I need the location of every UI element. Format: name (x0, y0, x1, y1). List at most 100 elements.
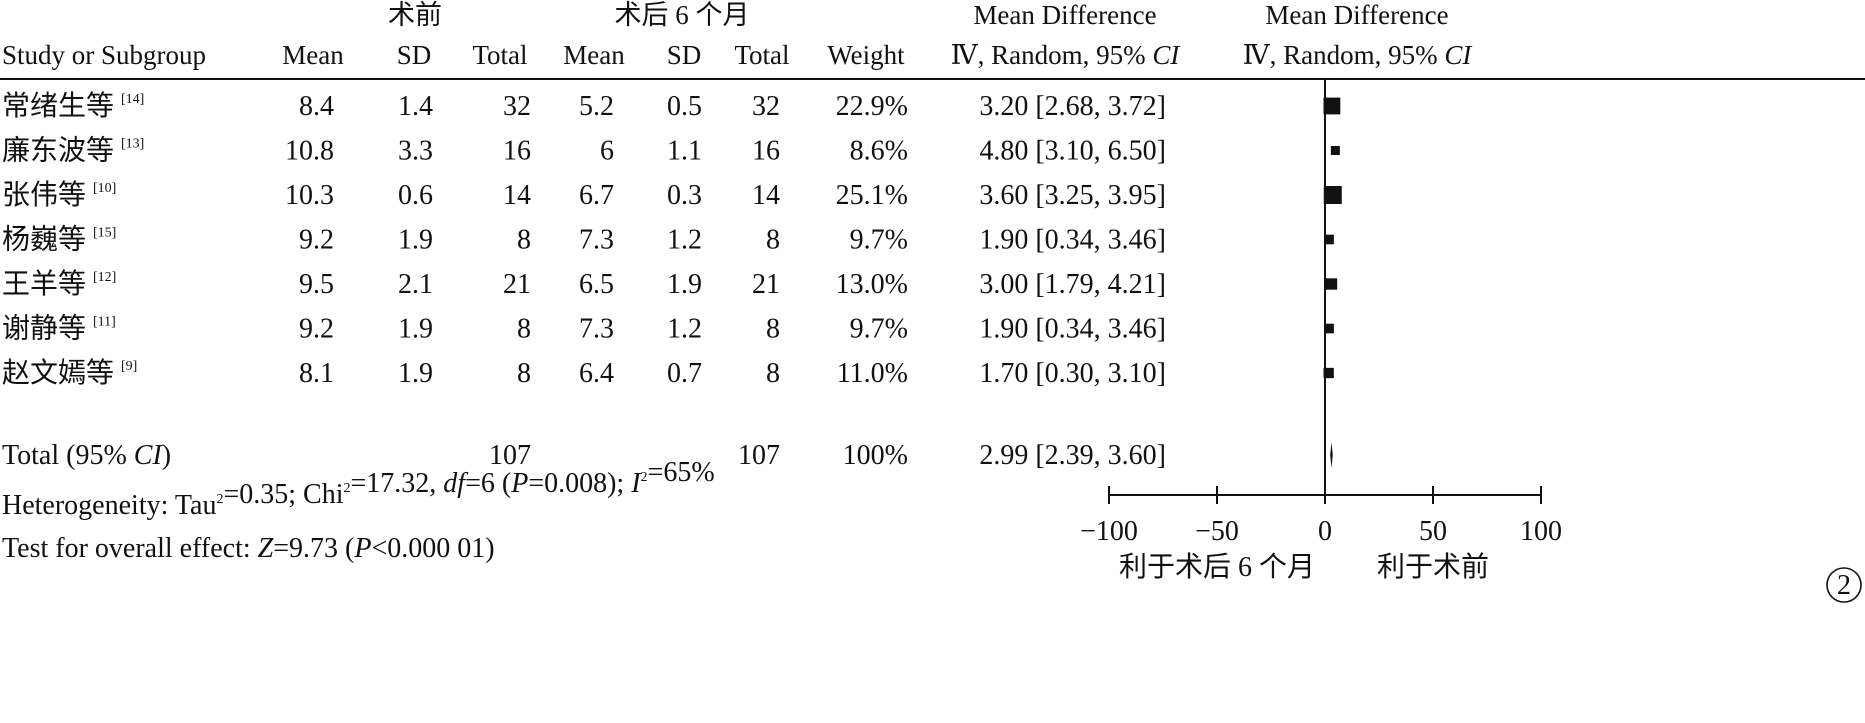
post-total: 14 (752, 180, 780, 211)
favours-right-label: 利于术前 (1377, 551, 1489, 583)
study-estimate-box (1324, 234, 1334, 245)
x-tick-label: −50 (1195, 516, 1239, 547)
pre-mean: 9.5 (299, 269, 334, 300)
post-sd: 0.7 (667, 358, 702, 389)
study-estimate-box (1325, 278, 1338, 290)
study-estimate-box (1324, 323, 1334, 334)
study-name: 赵文嫣等 [9] (2, 357, 137, 389)
header-md-method-2: Ⅳ, Random, 95% CI (1243, 40, 1474, 70)
study-name: 张伟等 [10] (2, 179, 116, 211)
post-total: 16 (752, 136, 780, 167)
total-weight: 100% (843, 440, 908, 471)
pre-total: 21 (503, 269, 531, 300)
post-sd: 1.1 (667, 136, 702, 167)
header-pre-group: 术前 (388, 0, 442, 30)
x-tick-label: −100 (1080, 516, 1138, 547)
header-post-group: 术后 6 个月 (615, 0, 750, 30)
pre-total: 16 (503, 136, 531, 167)
total-pre-n: 107 (489, 440, 531, 471)
post-mean: 6.7 (579, 180, 614, 211)
total-md-ci-text: 2.99 [2.39, 3.60] (979, 440, 1166, 471)
post-mean: 6.5 (579, 269, 614, 300)
post-sd: 1.2 (667, 225, 702, 256)
pre-mean: 10.8 (285, 136, 334, 167)
study-estimate-box (1330, 146, 1340, 155)
pre-sd: 1.9 (398, 314, 433, 345)
header-post-total: Total (734, 40, 789, 70)
md-ci-text: 3.60 [3.25, 3.95] (979, 180, 1166, 211)
study-name: 杨巍等 [15] (2, 224, 116, 256)
pre-total: 14 (503, 180, 531, 211)
x-tick-label: 0 (1318, 516, 1332, 547)
header-post-mean: Mean (563, 40, 625, 70)
total-label: Total (95% CI) (2, 440, 171, 471)
pre-sd: 2.1 (398, 269, 433, 300)
header-weight: Weight (827, 40, 905, 70)
md-ci-text: 1.70 [0.30, 3.10] (979, 358, 1166, 389)
post-mean: 6.4 (579, 358, 614, 389)
pre-sd: 0.6 (398, 180, 433, 211)
pre-sd: 1.9 (398, 225, 433, 256)
pre-total: 8 (517, 225, 531, 256)
weight-value: 11.0% (837, 358, 908, 389)
md-ci-text: 3.20 [2.68, 3.72] (979, 91, 1166, 122)
post-sd: 0.3 (667, 180, 702, 211)
pre-sd: 1.9 (398, 358, 433, 389)
post-mean: 6 (600, 136, 614, 167)
pre-total: 8 (517, 358, 531, 389)
panel-label-circle (1826, 567, 1862, 603)
favours-left-label: 利于术后 6 个月 (1119, 551, 1315, 583)
post-sd: 1.2 (667, 314, 702, 345)
weight-value: 8.6% (850, 136, 908, 167)
study-name: 常绪生等 [14] (2, 90, 144, 122)
overall-effect-text: Test for overall effect: Z=9.73 (P<0.000… (2, 533, 495, 564)
weight-value: 9.7% (850, 314, 908, 345)
md-ci-text: 1.90 [0.34, 3.46] (979, 225, 1166, 256)
heterogeneity-text: Heterogeneity: Tau2=0.35; Chi2=17.32, df… (2, 457, 715, 521)
weight-value: 13.0% (836, 269, 908, 300)
post-total: 21 (752, 269, 780, 300)
study-name: 廉东波等 [13] (2, 135, 144, 167)
header-md-method-1: Ⅳ, Random, 95% CI (951, 40, 1182, 70)
pre-sd: 3.3 (398, 136, 433, 167)
panel-label: 2 (1837, 570, 1851, 601)
pooled-diamond (1330, 442, 1333, 468)
post-mean: 7.3 (579, 225, 614, 256)
pre-mean: 10.3 (285, 180, 334, 211)
forest-table: 术前 术后 6 个月 Mean Difference Ⅳ, Random, 95% C… (0, 0, 1865, 564)
weight-value: 22.9% (836, 91, 908, 122)
total-post-n: 107 (738, 440, 780, 471)
forest-axis: −100 −50 0 50 100 利于术后 6 个月 利于术前 2 (1080, 79, 1862, 603)
x-tick-label: 100 (1520, 516, 1562, 547)
header-pre-sd: SD (397, 40, 432, 70)
pre-mean: 8.1 (299, 358, 334, 389)
study-name: 王羊等 [12] (2, 268, 116, 300)
header-md-title-1: Mean Difference (973, 0, 1156, 30)
post-total: 32 (752, 91, 780, 122)
pre-mean: 8.4 (299, 91, 334, 122)
md-ci-text: 3.00 [1.79, 4.21] (979, 269, 1166, 300)
post-sd: 0.5 (667, 91, 702, 122)
md-ci-text: 4.80 [3.10, 6.50] (979, 136, 1166, 167)
forest-marks (1323, 97, 1342, 468)
header-study: Study or Subgroup (2, 40, 206, 70)
study-name: 谢静等 [11] (2, 313, 116, 345)
md-ci-text: 1.90 [0.34, 3.46] (979, 314, 1166, 345)
pre-mean: 9.2 (299, 314, 334, 345)
header-pre-total: Total (472, 40, 527, 70)
pre-mean: 9.2 (299, 225, 334, 256)
study-estimate-box (1323, 367, 1334, 379)
pre-sd: 1.4 (398, 91, 433, 122)
study-estimate-box (1323, 186, 1342, 204)
header-post-sd: SD (667, 40, 702, 70)
post-sd: 1.9 (667, 269, 702, 300)
weight-value: 25.1% (836, 180, 908, 211)
header-pre-mean: Mean (282, 40, 344, 70)
post-total: 8 (766, 314, 780, 345)
weight-value: 9.7% (850, 225, 908, 256)
header-md-title-2: Mean Difference (1265, 0, 1448, 30)
pre-total: 32 (503, 91, 531, 122)
post-mean: 7.3 (579, 314, 614, 345)
post-total: 8 (766, 358, 780, 389)
